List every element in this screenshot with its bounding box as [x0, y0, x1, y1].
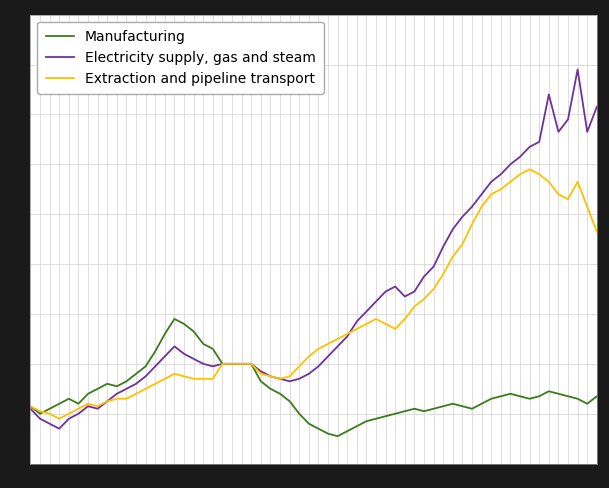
Manufacturing — [180, 321, 188, 327]
Extraction and pipeline transport — [132, 391, 139, 397]
Extraction and pipeline transport — [55, 416, 63, 422]
Electricity supply, gas and steam — [392, 284, 399, 289]
Manufacturing — [171, 316, 178, 322]
Extraction and pipeline transport — [180, 373, 188, 379]
Extraction and pipeline transport — [228, 361, 236, 367]
Manufacturing — [123, 378, 130, 384]
Extraction and pipeline transport — [27, 403, 34, 409]
Electricity supply, gas and steam — [55, 426, 63, 431]
Extraction and pipeline transport — [593, 229, 600, 235]
Manufacturing — [27, 403, 34, 409]
Legend: Manufacturing, Electricity supply, gas and steam, Extraction and pipeline transp: Manufacturing, Electricity supply, gas a… — [37, 21, 324, 94]
Electricity supply, gas and steam — [200, 361, 207, 367]
Extraction and pipeline transport — [526, 166, 533, 172]
Electricity supply, gas and steam — [574, 66, 581, 72]
Manufacturing — [228, 361, 236, 367]
Line: Electricity supply, gas and steam: Electricity supply, gas and steam — [30, 69, 597, 428]
Manufacturing — [593, 393, 600, 399]
Electricity supply, gas and steam — [593, 104, 600, 110]
Electricity supply, gas and steam — [180, 351, 188, 357]
Electricity supply, gas and steam — [132, 381, 139, 386]
Line: Manufacturing: Manufacturing — [30, 319, 597, 436]
Extraction and pipeline transport — [392, 326, 399, 332]
Electricity supply, gas and steam — [228, 361, 236, 367]
Extraction and pipeline transport — [219, 361, 226, 367]
Electricity supply, gas and steam — [219, 361, 226, 367]
Manufacturing — [219, 361, 226, 367]
Manufacturing — [334, 433, 341, 439]
Extraction and pipeline transport — [200, 376, 207, 382]
Line: Extraction and pipeline transport: Extraction and pipeline transport — [30, 169, 597, 419]
Electricity supply, gas and steam — [27, 406, 34, 412]
Manufacturing — [401, 408, 409, 414]
Manufacturing — [200, 341, 207, 347]
